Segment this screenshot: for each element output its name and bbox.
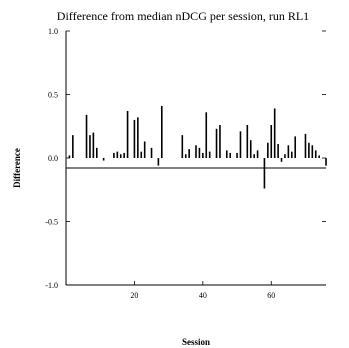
y-axis-ticks: -1.0 -0.5 0.0 0.5 1.0: [45, 27, 326, 290]
bar-session-61: [273, 108, 276, 158]
y-axis-label: Difference: [12, 148, 22, 188]
bar-session-6: [85, 114, 88, 158]
x-axis-ticks: 20 40 60: [130, 281, 275, 300]
bar-session-7: [89, 135, 91, 158]
bar-session-55: [253, 154, 255, 158]
bar-session-47: [225, 150, 228, 158]
bar-session-11: [102, 158, 105, 161]
bar-session-36: [188, 149, 190, 158]
bar-session-40: [202, 152, 204, 158]
x-tick-label: 40: [199, 291, 207, 300]
bar-session-15: [116, 151, 119, 158]
bar-session-39: [198, 147, 201, 158]
bar-session-16: [119, 154, 122, 158]
bar-session-14: [113, 152, 115, 158]
bar-session-21: [137, 117, 139, 158]
y-tick-label: -1.0: [45, 281, 58, 290]
bar-session-41: [205, 112, 208, 158]
bar-session-34: [181, 135, 184, 158]
bar-session-76: [325, 158, 327, 166]
bar-session-42: [208, 151, 211, 158]
bar-session-8: [92, 132, 95, 158]
bar-session-59: [267, 142, 269, 158]
bar-session-63: [280, 158, 283, 162]
bar-session-20: [133, 119, 136, 158]
bar-session-27: [157, 158, 160, 166]
bar-session-44: [215, 128, 218, 158]
bar-session-67: [294, 136, 297, 158]
bar-session-74: [318, 155, 320, 158]
bar-session-65: [287, 145, 290, 158]
bar-session-35: [184, 154, 187, 158]
x-tick-label: 60: [267, 291, 275, 300]
bar-session-62: [277, 144, 279, 158]
bar-session-60: [270, 124, 273, 158]
bar-session-17: [123, 152, 125, 158]
bar-session-72: [311, 145, 314, 158]
bar-session-45: [219, 124, 221, 158]
bar-session-54: [249, 140, 252, 158]
bar-session-73: [314, 150, 317, 158]
bar-session-9: [95, 147, 98, 158]
bar-session-38: [195, 145, 197, 158]
bar-session-50: [236, 152, 238, 158]
bar-session-58: [263, 158, 266, 189]
bar-session-56: [256, 150, 259, 158]
bar-session-22: [140, 151, 143, 158]
bar-session-64: [284, 154, 286, 158]
bar-session-51: [239, 131, 242, 158]
bar-session-18: [126, 111, 129, 158]
bar-session-25: [150, 147, 153, 158]
y-tick-label: 1.0: [48, 27, 58, 36]
bar-session-23: [143, 141, 146, 158]
bar-session-66: [290, 151, 293, 158]
y-tick-label: -0.5: [45, 218, 58, 227]
bar-session-2: [72, 135, 74, 158]
bar-session-1: [68, 155, 71, 158]
bar-session-53: [246, 124, 249, 158]
bar-session-48: [229, 152, 232, 158]
y-tick-label: 0.5: [48, 91, 58, 100]
bar-session-70: [304, 133, 307, 158]
bars: [68, 105, 327, 189]
bar-session-71: [308, 142, 310, 158]
x-tick-label: 20: [130, 291, 138, 300]
x-axis-label: Session: [182, 337, 210, 347]
y-tick-label: 0.0: [48, 154, 58, 163]
chart-title: Difference from median nDCG per session,…: [57, 9, 309, 23]
bar-session-28: [160, 105, 163, 158]
